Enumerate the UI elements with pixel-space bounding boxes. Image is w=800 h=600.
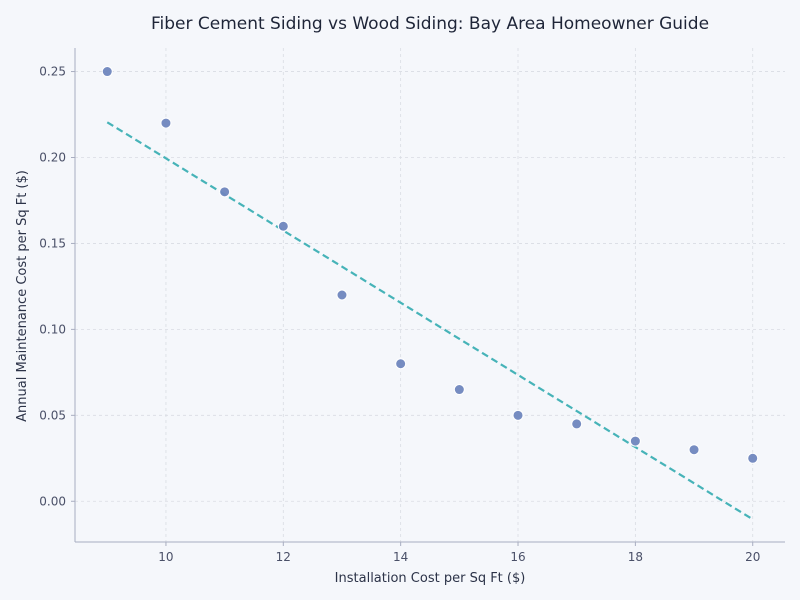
x-tick-label: 16 xyxy=(510,550,525,564)
grid-lines xyxy=(75,48,785,542)
data-point xyxy=(101,66,113,78)
x-tick-label: 20 xyxy=(745,550,760,564)
data-points xyxy=(101,66,759,464)
y-tick-label: 0.25 xyxy=(39,65,66,79)
y-axis-label: Annual Maintenance Cost per Sq Ft ($) xyxy=(15,170,30,422)
data-point xyxy=(160,117,172,129)
y-tick-label: 0.05 xyxy=(39,408,66,422)
axes xyxy=(71,48,785,546)
y-tick-label: 0.15 xyxy=(39,236,66,250)
tick-labels: 10 12 14 16 18 20 0.00 0.05 0.10 0.15 0.20 0.25 xyxy=(39,65,760,564)
data-point xyxy=(453,384,465,396)
x-tick-label: 10 xyxy=(158,550,173,564)
data-point xyxy=(747,452,759,464)
x-tick-label: 14 xyxy=(393,550,408,564)
data-point xyxy=(629,435,641,447)
data-point xyxy=(688,444,700,456)
data-point xyxy=(219,186,231,198)
y-tick-label: 0.10 xyxy=(39,322,66,336)
x-tick-label: 18 xyxy=(628,550,643,564)
data-point xyxy=(336,289,348,301)
y-tick-label: 0.20 xyxy=(39,150,66,164)
chart-title: Fiber Cement Siding vs Wood Siding: Bay … xyxy=(151,14,709,34)
trendline-group xyxy=(106,121,754,521)
x-axis-label: Installation Cost per Sq Ft ($) xyxy=(335,571,526,586)
data-point xyxy=(277,220,289,232)
y-tick-label: 0.00 xyxy=(39,494,66,508)
data-point xyxy=(512,409,524,421)
data-point xyxy=(395,358,407,370)
data-point xyxy=(571,418,583,430)
x-tick-label: 12 xyxy=(276,550,291,564)
trendline xyxy=(106,121,754,521)
